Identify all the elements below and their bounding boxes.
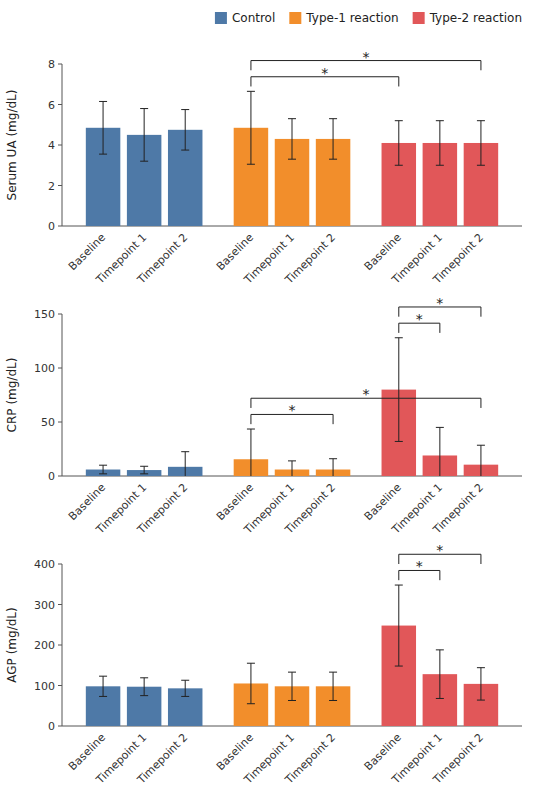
panel: 0 100 200 300 400 AGP (mg/dL) Baseline Timepoin… — [5, 542, 522, 787]
error-bar — [436, 650, 444, 699]
x-tick-label: Baseline — [362, 481, 404, 523]
error-bar — [477, 445, 485, 476]
error-bar — [329, 459, 337, 476]
legend-swatch — [289, 12, 301, 24]
y-tick-label: 150 — [34, 308, 55, 321]
x-tick-label: Timepoint 2 — [134, 731, 190, 787]
legend-entry: Type-1 reaction — [305, 11, 398, 25]
y-tick — [58, 564, 62, 565]
bars — [86, 91, 498, 226]
significance-label: * — [289, 402, 296, 418]
x-tick-label: Timepoint 2 — [430, 231, 486, 287]
panel: 050100150CRP (mg/dL)BaselineTimepoint 1T… — [5, 295, 522, 537]
y-tick — [58, 64, 62, 65]
x-tick-label: Baseline — [66, 731, 108, 773]
bars — [86, 585, 498, 726]
error-bar — [181, 452, 189, 476]
x-tick-label: Baseline — [214, 481, 256, 523]
x-tick-label: Timepoint 2 — [134, 481, 190, 537]
significance-label: * — [321, 65, 328, 81]
error-bar — [99, 465, 107, 474]
legend-swatch — [215, 12, 227, 24]
error-bar — [436, 427, 444, 476]
error-bar — [395, 338, 403, 442]
y-tick — [58, 314, 62, 315]
legend-swatch — [413, 12, 425, 24]
error-bar — [288, 461, 296, 476]
significance-label: * — [436, 542, 443, 558]
x-tick-label: Timepoint 2 — [282, 481, 338, 537]
bars — [86, 338, 498, 476]
y-tick-label: 100 — [34, 362, 55, 375]
x-tick-label: Timepoint 2 — [134, 231, 190, 287]
y-tick-label: 100 — [34, 680, 55, 693]
y-tick — [58, 368, 62, 369]
error-bar — [99, 676, 107, 696]
y-tick — [58, 726, 62, 727]
legend-entry: Type-2 reaction — [429, 11, 522, 25]
y-tick-label: 50 — [41, 416, 55, 429]
error-bar — [329, 119, 337, 160]
error-bar — [181, 110, 189, 151]
chart-canvas: 02468Serum UA (mg/dL)BaselineTimepoint 1… — [0, 0, 537, 787]
y-tick-label: 2 — [48, 180, 55, 193]
error-bar — [288, 672, 296, 700]
error-bar — [477, 121, 485, 166]
error-bar — [288, 119, 296, 160]
y-tick-label: 0 — [48, 470, 55, 483]
x-tick-label: Baseline — [214, 731, 256, 773]
y-axis-label: Serum UA (mg/dL) — [5, 90, 19, 201]
error-bar — [477, 668, 485, 700]
error-bar — [181, 680, 189, 696]
y-tick-label: 4 — [48, 139, 55, 152]
y-tick-label: 8 — [48, 58, 55, 71]
y-tick-label: 0 — [48, 220, 55, 233]
y-axis-line — [62, 314, 63, 476]
error-bar — [247, 663, 255, 704]
y-tick — [58, 476, 62, 477]
error-bar — [140, 109, 148, 162]
y-axis-label: CRP (mg/dL) — [5, 358, 19, 433]
x-tick-label: Baseline — [214, 231, 256, 273]
x-tick-label: Timepoint 2 — [430, 481, 486, 537]
y-tick — [58, 226, 62, 227]
y-tick — [58, 104, 62, 105]
error-bar — [329, 672, 337, 700]
y-tick-label: 300 — [34, 599, 55, 612]
error-bar — [247, 429, 255, 476]
error-bar — [395, 585, 403, 666]
y-tick-label: 0 — [48, 720, 55, 733]
x-tick-label: Baseline — [66, 481, 108, 523]
y-tick — [58, 185, 62, 186]
legend-entry: Control — [232, 11, 275, 25]
significance-label: * — [416, 558, 423, 574]
y-tick — [58, 145, 62, 146]
error-bar — [247, 91, 255, 164]
y-axis-label: AGP (mg/dL) — [5, 607, 19, 682]
panel: 02468Serum UA (mg/dL)BaselineTimepoint 1… — [5, 11, 522, 287]
y-tick — [58, 685, 62, 686]
y-tick-label: 6 — [48, 99, 55, 112]
x-tick-label: Timepoint 2 — [282, 231, 338, 287]
x-tick-label: Baseline — [362, 731, 404, 773]
significance-label: * — [362, 386, 369, 402]
error-bar — [99, 101, 107, 154]
x-tick-label: Baseline — [66, 231, 108, 273]
significance-label: * — [362, 49, 369, 65]
x-tick-label: Baseline — [362, 231, 404, 273]
y-tick — [58, 604, 62, 605]
error-bar — [140, 466, 148, 474]
error-bar — [395, 121, 403, 166]
y-tick-label: 400 — [34, 558, 55, 571]
legend: Control Type-1 reaction Type-2 reaction — [215, 11, 522, 25]
y-tick — [58, 422, 62, 423]
significance-label: * — [436, 295, 443, 311]
y-tick — [58, 645, 62, 646]
x-tick-label: Timepoint 2 — [282, 731, 338, 787]
significance-label: * — [416, 311, 423, 327]
error-bar — [140, 678, 148, 696]
x-tick-label: Timepoint 2 — [430, 731, 486, 787]
error-bar — [436, 121, 444, 166]
y-tick-label: 200 — [34, 639, 55, 652]
